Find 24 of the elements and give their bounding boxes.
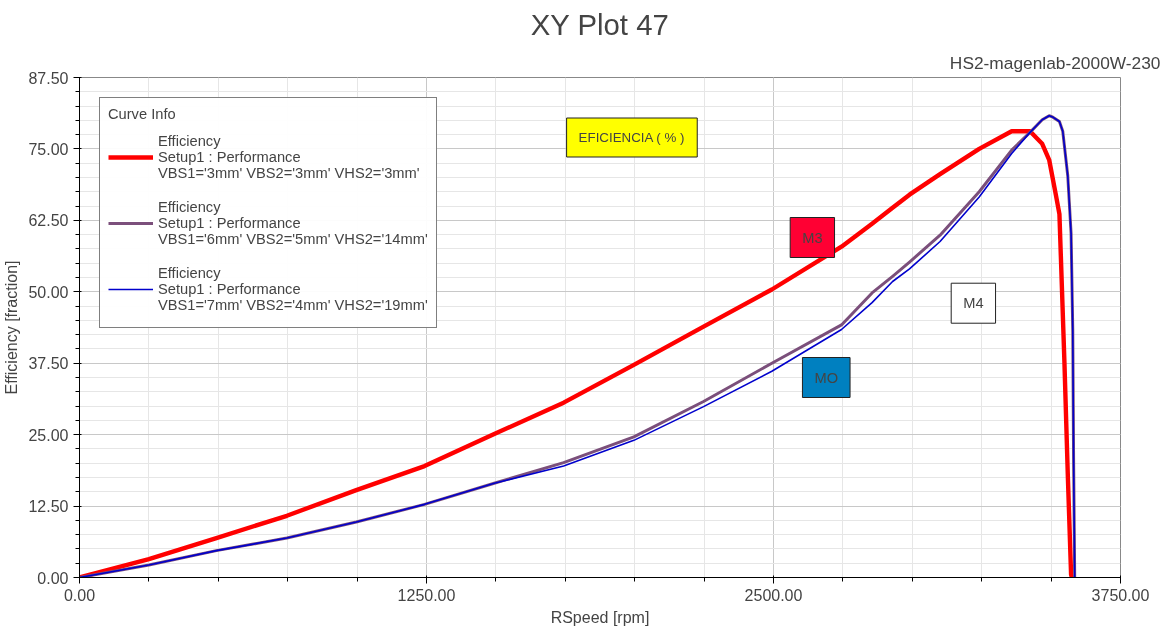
annotation: MO: [814, 369, 839, 386]
legend-title: Curve Info: [108, 106, 177, 122]
chart-subtitle: HS2-magenlab-2000W-230: [949, 52, 1161, 73]
y-tick-label: 12.50: [28, 498, 69, 516]
x-axis-title: RSpeed [rpm]: [550, 608, 650, 626]
y-tick-label: 87.50: [28, 69, 69, 87]
y-tick-label: 50.00: [28, 283, 69, 301]
legend-label: Efficiency Setup1 : Performance VBS1='3mm' VBS2='3mm' VHS2='3mm': [158, 132, 420, 183]
annotation: M3: [802, 229, 823, 246]
chart-title: XY Plot 47: [530, 7, 669, 41]
y-tick-label: 0.00: [37, 569, 69, 587]
x-tick-label: 0.00: [63, 586, 96, 604]
y-tick-label: 25.00: [28, 426, 69, 444]
y-axis-title: Efficiency [fraction]: [3, 260, 21, 395]
y-tick-label: 37.50: [28, 355, 69, 373]
legend-label: Efficiency Setup1 : Performance VBS1='7mm' VBS2='4mm' VHS2='19mm': [158, 264, 428, 315]
annotation: M4: [963, 295, 984, 312]
annotation: EFICIENCIA ( % ): [578, 130, 685, 145]
y-tick-label: 75.00: [28, 140, 69, 158]
y-tick-label: 62.50: [28, 212, 69, 230]
x-tick-label: 1250.00: [397, 586, 456, 604]
x-tick-label: 3750.00: [1091, 586, 1150, 604]
legend-label: Efficiency Setup1 : Performance VBS1='6mm' VBS2='5mm' VHS2='14mm': [158, 198, 428, 249]
x-tick-label: 2500.00: [744, 586, 803, 604]
